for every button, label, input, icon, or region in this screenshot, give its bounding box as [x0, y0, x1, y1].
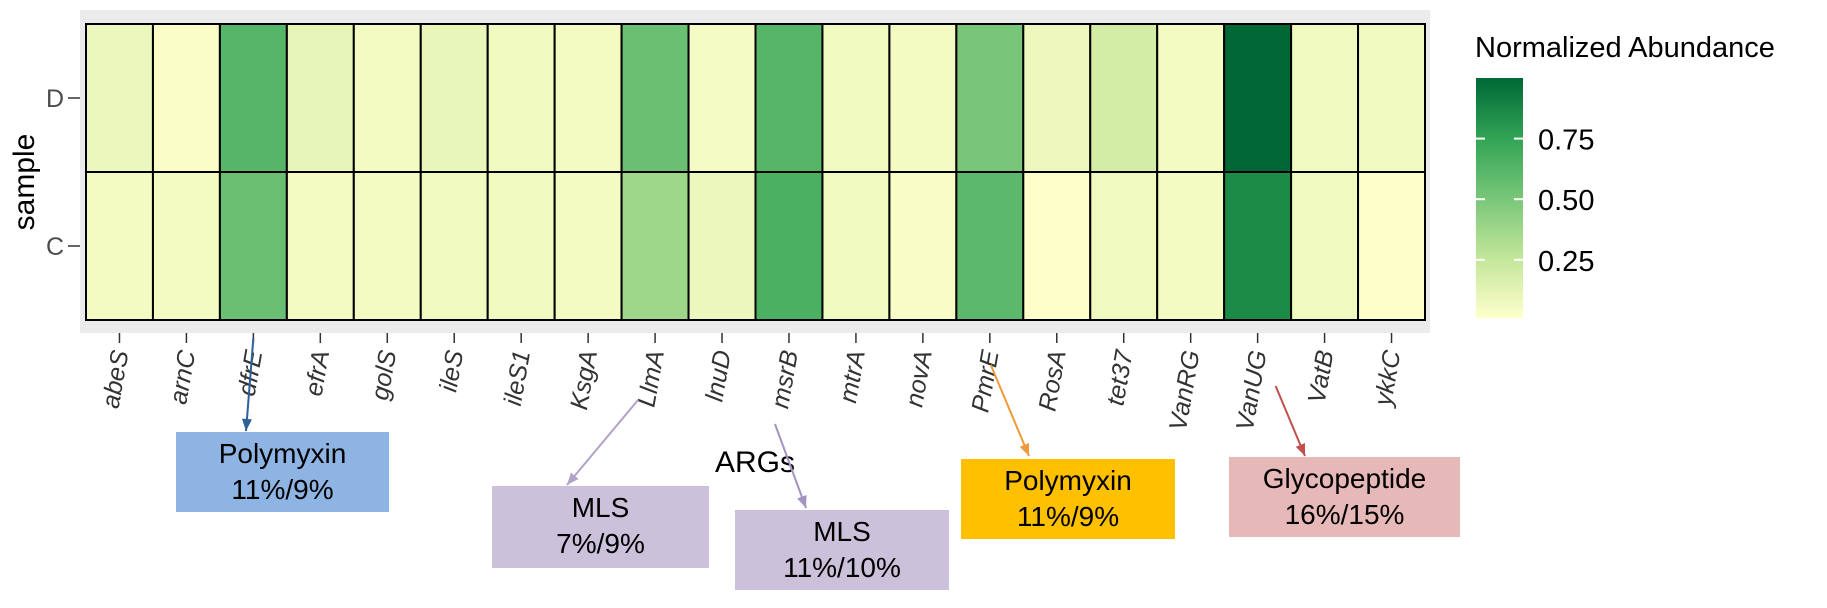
- legend-tick-label: 0.50: [1538, 185, 1594, 217]
- heatmap-cell-D-ileS: [419, 23, 489, 173]
- annotation-arrowhead: [1295, 443, 1305, 456]
- col-label: KsgA: [565, 348, 603, 412]
- heatmap-cell-C-VanRG: [1156, 171, 1226, 321]
- heatmap-cell-C-abeS: [85, 171, 154, 321]
- heatmap-cell-D-msrB: [754, 23, 824, 173]
- col-label: ileS1: [499, 348, 536, 408]
- legend-title: Normalized Abundance: [1475, 32, 1775, 64]
- heatmap-cell-D-abeS: [85, 23, 154, 173]
- heatmap-cell-C-ileS1: [486, 171, 556, 321]
- heatmap-cell-C-PmrE: [955, 171, 1025, 321]
- heatmap-cell-C-VanUG: [1223, 171, 1293, 321]
- annotation-box: MLS 11%/10%: [735, 510, 949, 590]
- col-label: abeS: [97, 348, 135, 411]
- col-label: ykkC: [1369, 347, 1407, 409]
- heatmap-cell-D-tet37: [1089, 23, 1159, 173]
- col-label: golS: [366, 348, 402, 402]
- heatmap-cell-D-VanRG: [1156, 23, 1226, 173]
- annotation-percent-label: 7%/9%: [556, 528, 645, 559]
- annotation-percent-label: 11%/10%: [783, 552, 901, 583]
- col-label: VanUG: [1231, 348, 1273, 433]
- annotation-class-label: Glycopeptide: [1262, 463, 1427, 494]
- annotation-arrow-line: [774, 423, 807, 509]
- col-label: PmrE: [966, 348, 1004, 415]
- heatmap-cell-D-VanUG: [1223, 23, 1293, 173]
- heatmap-cell-D-mtrA: [821, 23, 891, 173]
- x-axis-title: ARGs: [715, 446, 795, 479]
- annotation-box: Polymyxin 11%/9%: [961, 459, 1175, 539]
- legend-tick-label: 0.25: [1538, 246, 1594, 278]
- heatmap-cell-C-lnuD: [687, 171, 757, 321]
- col-label: mtrA: [834, 348, 871, 405]
- annotation-percent-label: 16%/15%: [1284, 499, 1405, 530]
- heatmap-cell-D-VatB: [1290, 23, 1360, 173]
- annotation-percent-label: 11%/9%: [231, 474, 334, 505]
- annotation-class-label: MLS: [813, 516, 871, 547]
- annotation-arrow-line: [1274, 385, 1306, 457]
- heatmap-cell-D-PmrE: [955, 23, 1025, 173]
- heatmap-cell-C-mtrA: [821, 171, 891, 321]
- annotation-box: MLS 7%/9%: [492, 486, 709, 568]
- heatmap-cell-D-dfrE: [218, 23, 288, 173]
- annotation-percent-label: 11%/9%: [1016, 501, 1120, 532]
- annotation-arrowhead: [797, 495, 807, 508]
- heatmap-cell-C-novA: [888, 171, 958, 321]
- col-label: VatB: [1303, 348, 1340, 405]
- annotation-box: Glycopeptide 16%/15%: [1229, 457, 1460, 537]
- annotation-arrowhead: [1019, 443, 1029, 456]
- annotation-arrowhead: [241, 418, 252, 431]
- heatmap-cell-D-ykkC: [1357, 23, 1427, 173]
- col-label: novA: [900, 348, 937, 409]
- annotation-class-label: MLS: [571, 492, 630, 523]
- annotation-arrow-line: [566, 399, 639, 486]
- heatmap-cell-C-RosA: [1022, 171, 1092, 321]
- col-label: RosA: [1033, 348, 1071, 413]
- heatmap-cell-C-LlmA: [620, 171, 690, 321]
- col-label: VanRG: [1164, 348, 1206, 433]
- annotation-arrowhead: [567, 472, 579, 485]
- heatmap-cell-D-LlmA: [620, 23, 690, 173]
- row-label: D: [46, 85, 64, 113]
- heatmap-cell-C-efrA: [285, 171, 355, 321]
- heatmap-cell-C-msrB: [754, 171, 824, 321]
- heatmap-cell-D-KsgA: [553, 23, 623, 173]
- heatmap-cell-C-ileS: [419, 171, 489, 321]
- col-label: efrA: [300, 348, 336, 398]
- heatmap-cell-D-efrA: [285, 23, 355, 173]
- heatmap-cell-C-golS: [352, 171, 422, 321]
- heatmap-cell-C-arnC: [151, 171, 221, 321]
- col-label: tet37: [1101, 347, 1138, 408]
- heatmap-cell-D-ileS1: [486, 23, 556, 173]
- annotation-arrow-line: [989, 364, 1030, 457]
- heatmap-cell-D-lnuD: [687, 23, 757, 173]
- row-label: C: [46, 233, 64, 261]
- heatmap-cell-D-RosA: [1022, 23, 1092, 173]
- heatmap-cell-D-novA: [888, 23, 958, 173]
- legend-tick-label: 0.75: [1538, 125, 1594, 157]
- heatmap-cell-C-dfrE: [218, 171, 288, 321]
- legend-colorbar: [1476, 78, 1523, 318]
- col-label: lnuD: [700, 348, 737, 404]
- annotation-class-label: Polymyxin: [218, 438, 347, 469]
- heatmap-cell-C-tet37: [1089, 171, 1159, 321]
- heatmap-cell-D-golS: [352, 23, 422, 173]
- col-label: ileS: [434, 348, 469, 394]
- annotation-box: Polymyxin 11%/9%: [176, 432, 389, 512]
- y-axis-title: sample: [8, 134, 41, 231]
- col-label: msrB: [766, 348, 804, 410]
- col-label: arnC: [164, 347, 201, 406]
- annotation-arrow-line: [245, 337, 255, 432]
- heatmap-cell-D-arnC: [151, 23, 221, 173]
- heatmap-cell-C-KsgA: [553, 171, 623, 321]
- heatmap-cell-C-VatB: [1290, 171, 1360, 321]
- annotation-class-label: Polymyxin: [1004, 465, 1132, 496]
- col-label: LlmA: [633, 348, 670, 409]
- heatmap-cell-C-ykkC: [1357, 171, 1427, 321]
